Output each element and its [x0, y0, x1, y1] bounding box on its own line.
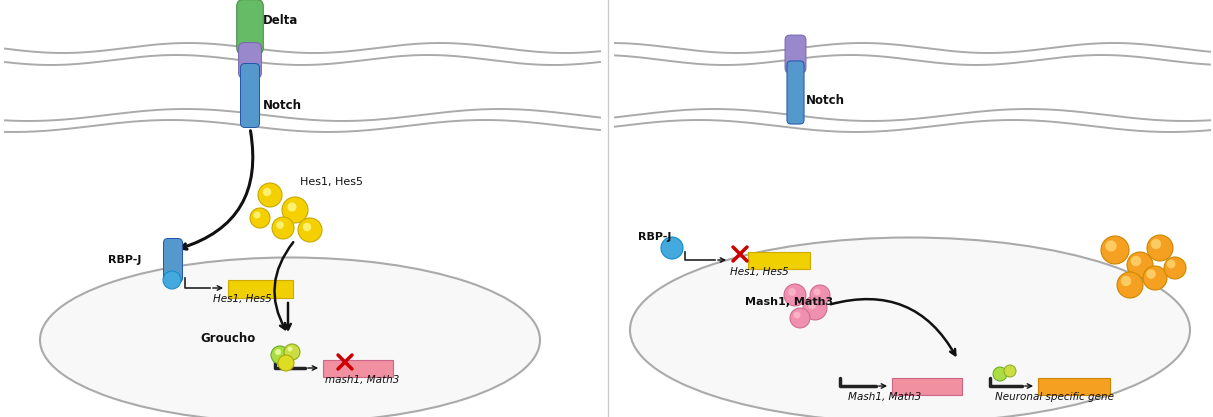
Ellipse shape: [40, 258, 540, 417]
Circle shape: [1151, 239, 1161, 249]
Circle shape: [278, 355, 294, 371]
Text: Delta: Delta: [263, 13, 298, 27]
Circle shape: [1146, 269, 1156, 279]
Circle shape: [1004, 365, 1016, 377]
Text: Mash1, Math3: Mash1, Math3: [848, 392, 921, 402]
Circle shape: [163, 271, 181, 289]
FancyBboxPatch shape: [164, 239, 182, 282]
Circle shape: [263, 188, 272, 196]
Circle shape: [788, 288, 796, 296]
Circle shape: [1121, 276, 1132, 286]
Text: Notch: Notch: [805, 93, 845, 106]
Text: Mash1, Math3: Mash1, Math3: [745, 297, 833, 307]
Circle shape: [298, 218, 321, 242]
Bar: [323, 360, 393, 377]
Text: Hes1, Hes5: Hes1, Hes5: [300, 177, 363, 187]
Text: Notch: Notch: [263, 98, 302, 111]
Circle shape: [1127, 252, 1154, 278]
Bar: [748, 252, 810, 269]
Circle shape: [272, 217, 294, 239]
Text: mash1, Math3: mash1, Math3: [325, 375, 399, 385]
Circle shape: [1105, 240, 1117, 251]
Circle shape: [287, 202, 296, 211]
FancyBboxPatch shape: [787, 61, 804, 124]
Circle shape: [258, 183, 281, 207]
Circle shape: [284, 344, 300, 360]
Circle shape: [254, 211, 261, 219]
Circle shape: [1147, 235, 1173, 261]
Circle shape: [287, 347, 292, 352]
Circle shape: [810, 285, 830, 305]
Text: RBP-J: RBP-J: [638, 232, 671, 242]
Circle shape: [1101, 236, 1129, 264]
Text: Neuronal specific gene: Neuronal specific gene: [995, 392, 1114, 402]
Circle shape: [1143, 266, 1167, 290]
Text: Hes1, Hes5: Hes1, Hes5: [730, 267, 788, 277]
FancyBboxPatch shape: [785, 35, 805, 73]
Circle shape: [661, 237, 683, 259]
Circle shape: [1117, 272, 1143, 298]
Circle shape: [281, 197, 308, 223]
Circle shape: [784, 284, 805, 306]
Ellipse shape: [630, 238, 1190, 417]
Bar: [228, 280, 294, 298]
Circle shape: [993, 367, 1007, 381]
Circle shape: [270, 346, 289, 364]
Circle shape: [303, 223, 312, 231]
Text: Hes1, Hes5: Hes1, Hes5: [213, 294, 272, 304]
Text: RBP-J: RBP-J: [108, 255, 142, 265]
FancyBboxPatch shape: [240, 63, 260, 128]
Circle shape: [1167, 260, 1175, 269]
FancyBboxPatch shape: [237, 0, 263, 54]
Bar: [1038, 378, 1110, 395]
Bar: [892, 378, 962, 395]
Circle shape: [1131, 256, 1141, 266]
Circle shape: [808, 301, 816, 309]
Circle shape: [814, 289, 820, 296]
Circle shape: [793, 311, 801, 319]
Text: Groucho: Groucho: [200, 332, 255, 344]
FancyBboxPatch shape: [239, 43, 261, 78]
Circle shape: [277, 221, 284, 229]
Circle shape: [275, 349, 281, 355]
Circle shape: [250, 208, 270, 228]
Circle shape: [803, 296, 827, 320]
Circle shape: [790, 308, 810, 328]
Circle shape: [1164, 257, 1186, 279]
